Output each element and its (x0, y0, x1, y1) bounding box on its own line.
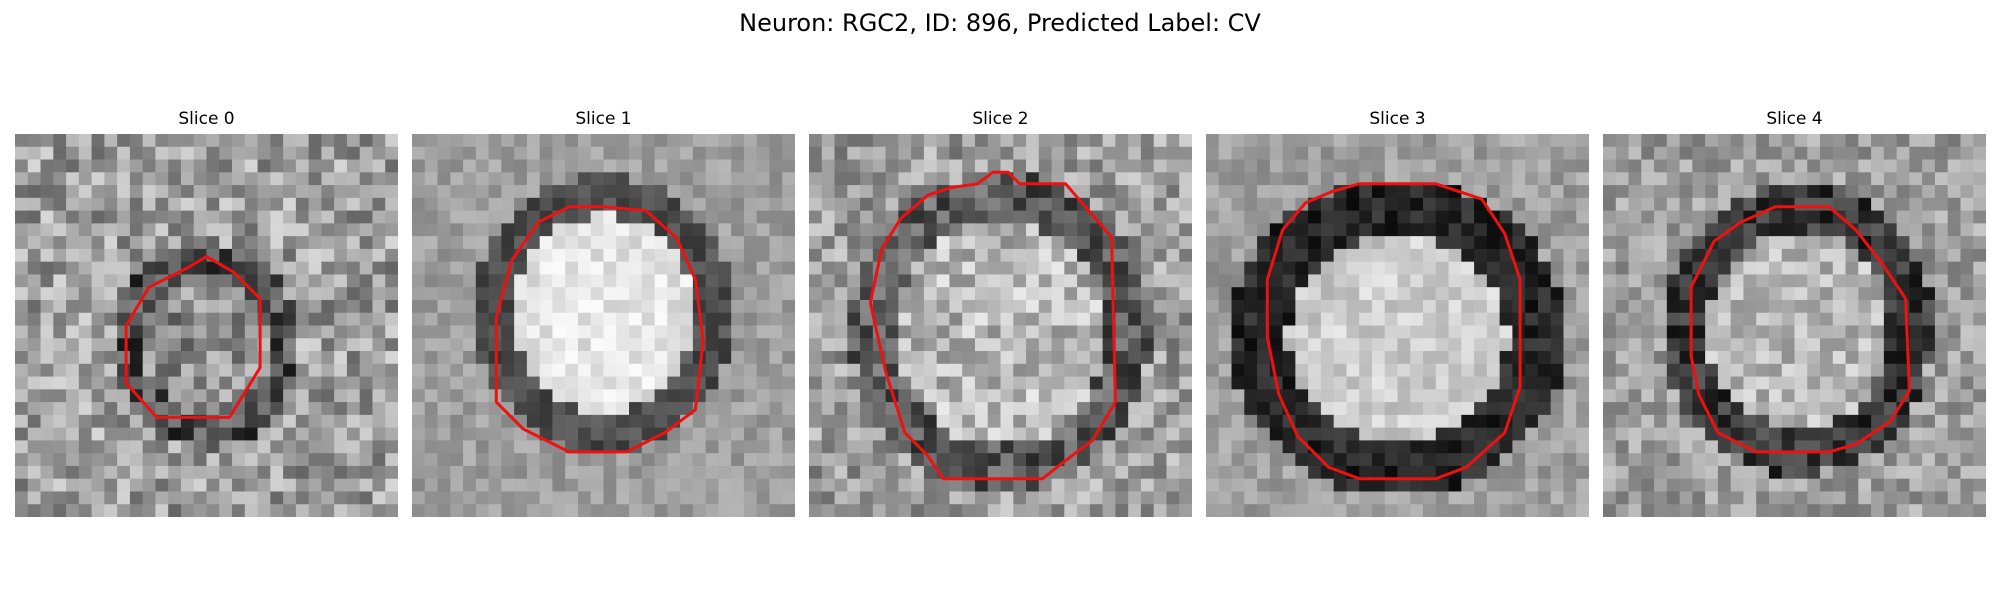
segmentation-contour (494, 205, 705, 454)
slice-title: Slice 3 (1369, 109, 1426, 129)
slice-image (1206, 134, 1589, 517)
slice-image (1603, 134, 1986, 517)
slice-title: Slice 2 (972, 109, 1029, 129)
slice-panel-1: Slice 1 (412, 108, 795, 517)
slice-title: Slice 4 (1766, 109, 1823, 129)
slice-panel-2: Slice 2 (809, 108, 1192, 517)
slice-image (15, 134, 398, 517)
segmentation-contour (868, 170, 1117, 481)
figure-title: Neuron: RGC2, ID: 896, Predicted Label: … (739, 9, 1261, 37)
slice-panel-0: Slice 0 (15, 108, 398, 517)
slice-title: Slice 1 (575, 109, 632, 129)
segmentation-contour (124, 255, 262, 419)
slice-panel-4: Slice 4 (1603, 108, 1986, 517)
slice-panel-3: Slice 3 (1206, 108, 1589, 517)
slice-title: Slice 0 (178, 109, 235, 129)
slice-image (412, 134, 795, 517)
segmentation-contour (1265, 182, 1522, 481)
slice-image (809, 134, 1192, 517)
segmentation-contour (1689, 205, 1911, 454)
